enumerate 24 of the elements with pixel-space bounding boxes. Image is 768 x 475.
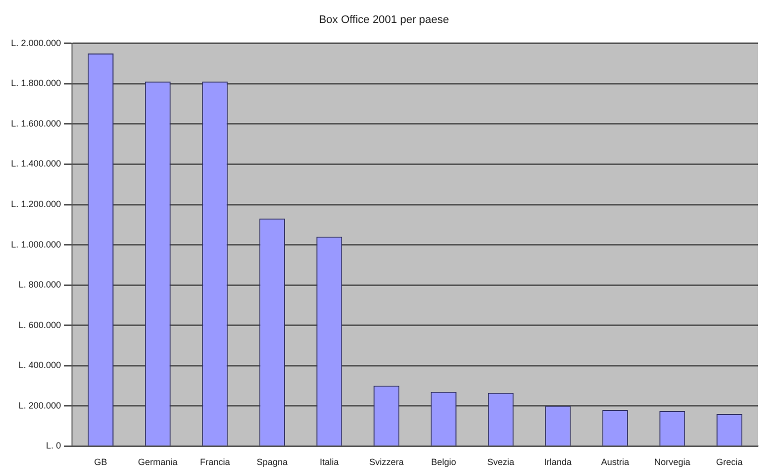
x-tick-label: Italia <box>320 457 339 468</box>
y-tick-label: L. 1.000.000 <box>11 239 62 250</box>
y-tick-label: L. 1.600.000 <box>11 118 62 128</box>
x-tick-label: Francia <box>200 457 230 468</box>
x-tick-label: GB <box>94 457 108 468</box>
x-tick-label: Norvegia <box>654 457 690 468</box>
y-tick-label: L. 1.400.000 <box>11 158 62 169</box>
y-tick-label: L. 2.000.000 <box>11 38 62 48</box>
y-tick-label: L. 1.800.000 <box>11 78 62 88</box>
x-tick-label: Spagna <box>256 457 288 468</box>
y-tick-label: L. 1.200.000 <box>11 199 62 210</box>
y-tick-label: L. 400.000 <box>18 360 62 370</box>
x-tick-label: Germania <box>138 457 178 468</box>
y-tick-label: L. 0 <box>46 440 62 451</box>
x-tick-label: Irlanda <box>544 457 572 468</box>
x-tick-label: Svezia <box>487 457 514 468</box>
y-tick-label: L. 200.000 <box>18 400 62 410</box>
y-tick-label: L. 800.000 <box>18 280 62 290</box>
y-tick-label: L. 600.000 <box>18 320 62 330</box>
x-tick-label: Grecia <box>716 457 743 468</box>
chart-title: Box Office 2001 per paese <box>318 14 450 26</box>
x-tick-label: Svizzera <box>369 457 404 468</box>
x-tick-label: Austria <box>601 457 630 468</box>
x-tick-label: Belgio <box>431 457 456 468</box>
